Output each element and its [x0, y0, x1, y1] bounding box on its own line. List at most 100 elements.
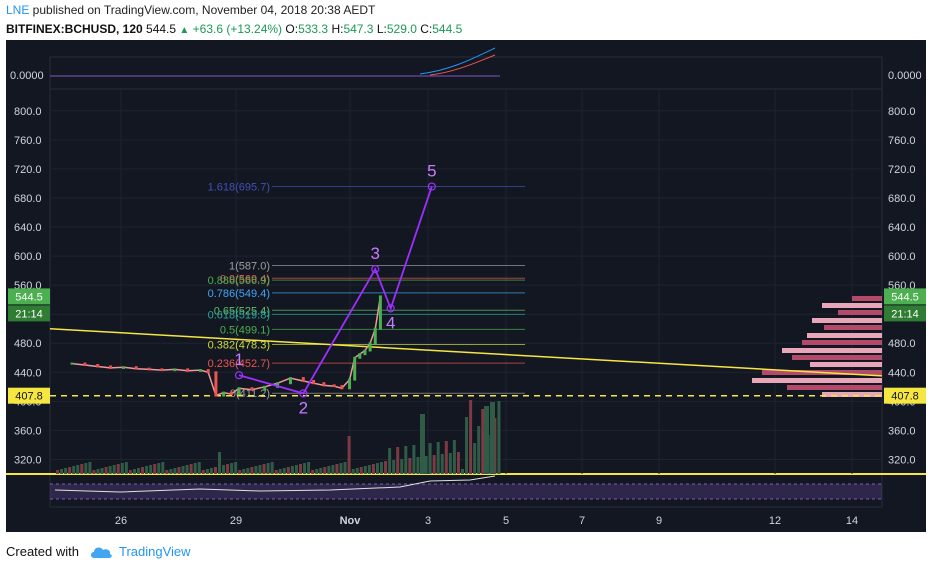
candle-12: [214, 371, 218, 397]
oscillator-value-right: 0.0000: [888, 70, 922, 82]
volume-spike-1: [420, 414, 425, 474]
candle-20: [301, 377, 305, 383]
rsi-line: [54, 475, 496, 493]
author-name[interactable]: LNE: [6, 3, 30, 17]
y-tick-right-2: 720.0: [888, 164, 916, 176]
fib-label-4: 0.786(549.4): [208, 288, 270, 300]
candle-16: [250, 387, 254, 391]
volume-spike-3: [490, 402, 495, 474]
y-tick-left-4: 640.0: [14, 222, 42, 234]
oscillator-signal-line: [429, 54, 496, 76]
time-box-text-left: 21:14: [15, 308, 43, 320]
symbol-name: BITFINEX:BCHUSD, 120: [6, 22, 143, 36]
candle-27: [358, 353, 362, 359]
y-tick-right-1: 760.0: [888, 135, 916, 147]
x-tick-4: 5: [503, 515, 509, 527]
y-tick-left-9: 440.0: [14, 367, 42, 379]
trendline: [49, 327, 883, 377]
candle-4: [121, 366, 125, 369]
candle-13: [222, 391, 226, 397]
y-tick-left-2: 720.0: [14, 164, 42, 176]
candle-26: [353, 356, 357, 381]
candle-21: [312, 380, 316, 385]
x-tick-5: 7: [579, 515, 585, 527]
created-with-text: Created with: [6, 544, 79, 559]
price-box-text-left: 544.5: [15, 291, 43, 303]
support-box-right: [884, 387, 926, 404]
candle-25: [348, 378, 352, 390]
oscillator-panel: [49, 56, 883, 90]
y-tick-left-3: 680.0: [14, 193, 42, 205]
x-tick-1: 29: [230, 515, 242, 527]
wave-label-2: 2: [299, 398, 308, 417]
candle-17: [263, 385, 267, 391]
candle-2: [96, 364, 100, 368]
x-tick-3: 3: [425, 515, 431, 527]
candle-24: [340, 385, 344, 390]
last-price: 544.5: [146, 22, 177, 36]
main-panel: [49, 88, 883, 475]
candle-11: [206, 369, 210, 374]
support-box-left: [8, 387, 50, 404]
y-tick-right-3: 680.0: [888, 193, 916, 205]
price-box-text-right: 544.5: [891, 291, 919, 303]
fib-label-0: 1.618(695.7): [208, 182, 270, 194]
y-tick-right-9: 440.0: [888, 367, 916, 379]
rsi-panel: [49, 473, 883, 508]
candle-31: [378, 295, 382, 330]
y-tick-right-8: 480.0: [888, 338, 916, 350]
y-tick-left-5: 600.0: [14, 251, 42, 263]
footer: Created with TradingView: [6, 544, 191, 559]
fib-label-2: 0.9(569.4): [220, 273, 270, 285]
y-tick-left-0: 800.0: [14, 106, 42, 118]
wave-label-5: 5: [427, 162, 436, 181]
published-line: LNE published on TradingView.com, Novemb…: [6, 3, 375, 17]
high-value: 547.3: [343, 22, 374, 36]
time-box-text-right: 21:14: [891, 308, 919, 320]
candle-23: [332, 384, 336, 388]
support-box-text-right: 407.8: [891, 391, 919, 403]
time-box-left: [8, 305, 50, 322]
support-box-text-left: 407.8: [15, 391, 43, 403]
candle-14: [229, 391, 233, 396]
high-label: H:: [331, 22, 344, 36]
candle-1: [83, 362, 87, 367]
wave-point-5: [427, 182, 436, 191]
price-change: +63.6 (+13.24%): [192, 22, 283, 36]
x-tick-2: Nov: [340, 515, 362, 527]
candle-6: [147, 367, 151, 371]
fib-label-5: 0.65(525.4): [214, 305, 270, 317]
x-tick-7: 12: [769, 515, 781, 527]
y-tick-left-1: 760.0: [14, 135, 42, 147]
candle-18: [276, 382, 280, 388]
x-tick-0: 26: [115, 515, 127, 527]
close-label: C:: [420, 22, 433, 36]
volume-spike-2: [484, 406, 489, 474]
oscillator-macd-line: [419, 47, 496, 75]
y-tick-left-12: 320.0: [14, 454, 42, 466]
rsi-fill: [50, 484, 882, 499]
tradingview-cloud-icon: [90, 547, 112, 558]
wave-label-4: 4: [386, 313, 395, 332]
y-tick-right-11: 360.0: [888, 425, 916, 437]
candle-19: [288, 377, 292, 385]
open-value: 533.3: [298, 22, 329, 36]
wave-point-2: [299, 389, 308, 398]
time-box-right: [884, 305, 926, 322]
tradingview-link[interactable]: TradingView: [118, 544, 191, 559]
candle-5: [134, 366, 138, 370]
y-tick-right-0: 800.0: [888, 106, 916, 118]
candle-7: [160, 368, 164, 372]
candle-9: [186, 368, 190, 372]
low-label: L:: [376, 22, 387, 36]
candle-30: [373, 327, 377, 345]
wave-label-3: 3: [371, 244, 380, 263]
y-tick-right-4: 640.0: [888, 222, 916, 234]
price-box-left: [8, 288, 50, 305]
open-label: O:: [285, 22, 299, 36]
up-arrow-icon: ▲: [179, 25, 190, 36]
wave-label-1: 1: [234, 350, 243, 369]
x-tick-6: 9: [656, 515, 662, 527]
fib-label-3: 0.886(566.9): [208, 275, 270, 287]
